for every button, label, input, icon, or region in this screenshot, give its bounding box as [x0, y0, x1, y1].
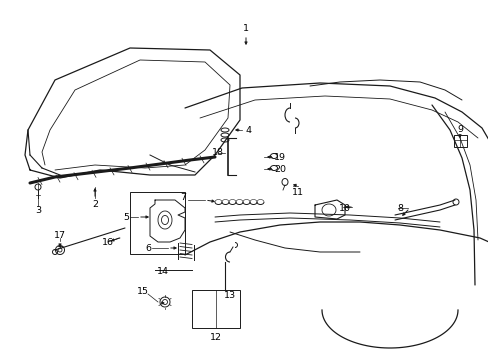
Text: 8: 8: [396, 203, 402, 212]
Text: 9: 9: [456, 125, 462, 134]
Text: 5: 5: [123, 212, 129, 221]
Text: 10: 10: [338, 203, 350, 212]
Bar: [192, 290, 240, 328]
Text: 6: 6: [145, 243, 151, 252]
Text: 12: 12: [209, 333, 222, 342]
Bar: [453, 135, 466, 147]
Text: 16: 16: [102, 238, 114, 247]
Text: 20: 20: [273, 165, 285, 174]
Text: 11: 11: [291, 188, 304, 197]
Text: 2: 2: [92, 199, 98, 208]
Bar: [130, 192, 184, 254]
Text: 15: 15: [137, 288, 149, 297]
Text: 17: 17: [54, 230, 66, 239]
Text: 4: 4: [244, 126, 250, 135]
Text: 14: 14: [157, 267, 169, 276]
Text: 1: 1: [243, 23, 248, 32]
Text: 3: 3: [35, 206, 41, 215]
Text: 7: 7: [180, 193, 185, 202]
Text: 13: 13: [224, 291, 236, 300]
Text: 18: 18: [212, 148, 224, 157]
Text: 19: 19: [273, 153, 285, 162]
